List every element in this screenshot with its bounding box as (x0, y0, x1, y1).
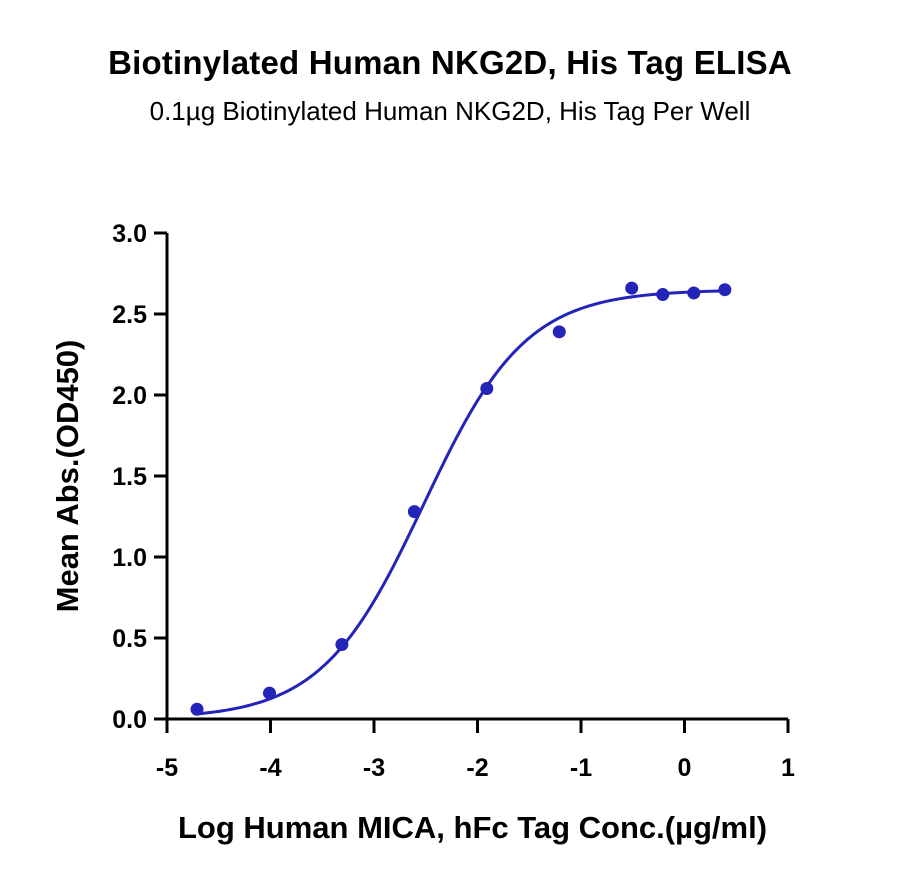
chart-title: Biotinylated Human NKG2D, His Tag ELISA (108, 44, 792, 81)
data-point (335, 637, 349, 651)
fit-curve (196, 289, 725, 716)
y-axis-title: Mean Abs.(OD450) (50, 340, 85, 613)
y-tick-label: 2.0 (112, 382, 147, 410)
x-axis-title: Log Human MICA, hFc Tag Conc.(µg/ml) (178, 810, 767, 845)
data-point (625, 281, 639, 295)
data-point (480, 382, 494, 396)
y-tick-label: 0.5 (112, 625, 147, 653)
axes: 0.0 0.5 1.0 1.5 2.0 2.5 3.0 -5 -4 -3 -2 -1 0 1 (112, 220, 795, 782)
x-tick-label: -5 (156, 754, 178, 782)
x-tick-label: 0 (678, 754, 692, 782)
y-tick-label: 1.0 (112, 544, 147, 572)
data-point (656, 288, 670, 302)
x-tick-label: -3 (363, 754, 385, 782)
data-point (407, 505, 421, 519)
fit-curve-layer (196, 289, 725, 716)
chart-subtitle: 0.1µg Biotinylated Human NKG2D, His Tag … (149, 96, 751, 126)
y-tick-label: 3.0 (112, 220, 147, 248)
data-point (262, 686, 276, 700)
data-point (718, 283, 732, 297)
y-tick-label: 2.5 (112, 301, 147, 329)
x-tick-label: -1 (570, 754, 592, 782)
y-tick-label: 0.0 (112, 706, 147, 734)
data-point (687, 286, 701, 300)
x-tick-label: -2 (466, 754, 488, 782)
data-points (190, 281, 732, 716)
x-tick-label: 1 (781, 754, 795, 782)
x-tick-label: -4 (259, 754, 281, 782)
y-tick-label: 1.5 (112, 463, 147, 491)
data-point (552, 325, 566, 339)
data-point (190, 702, 204, 716)
